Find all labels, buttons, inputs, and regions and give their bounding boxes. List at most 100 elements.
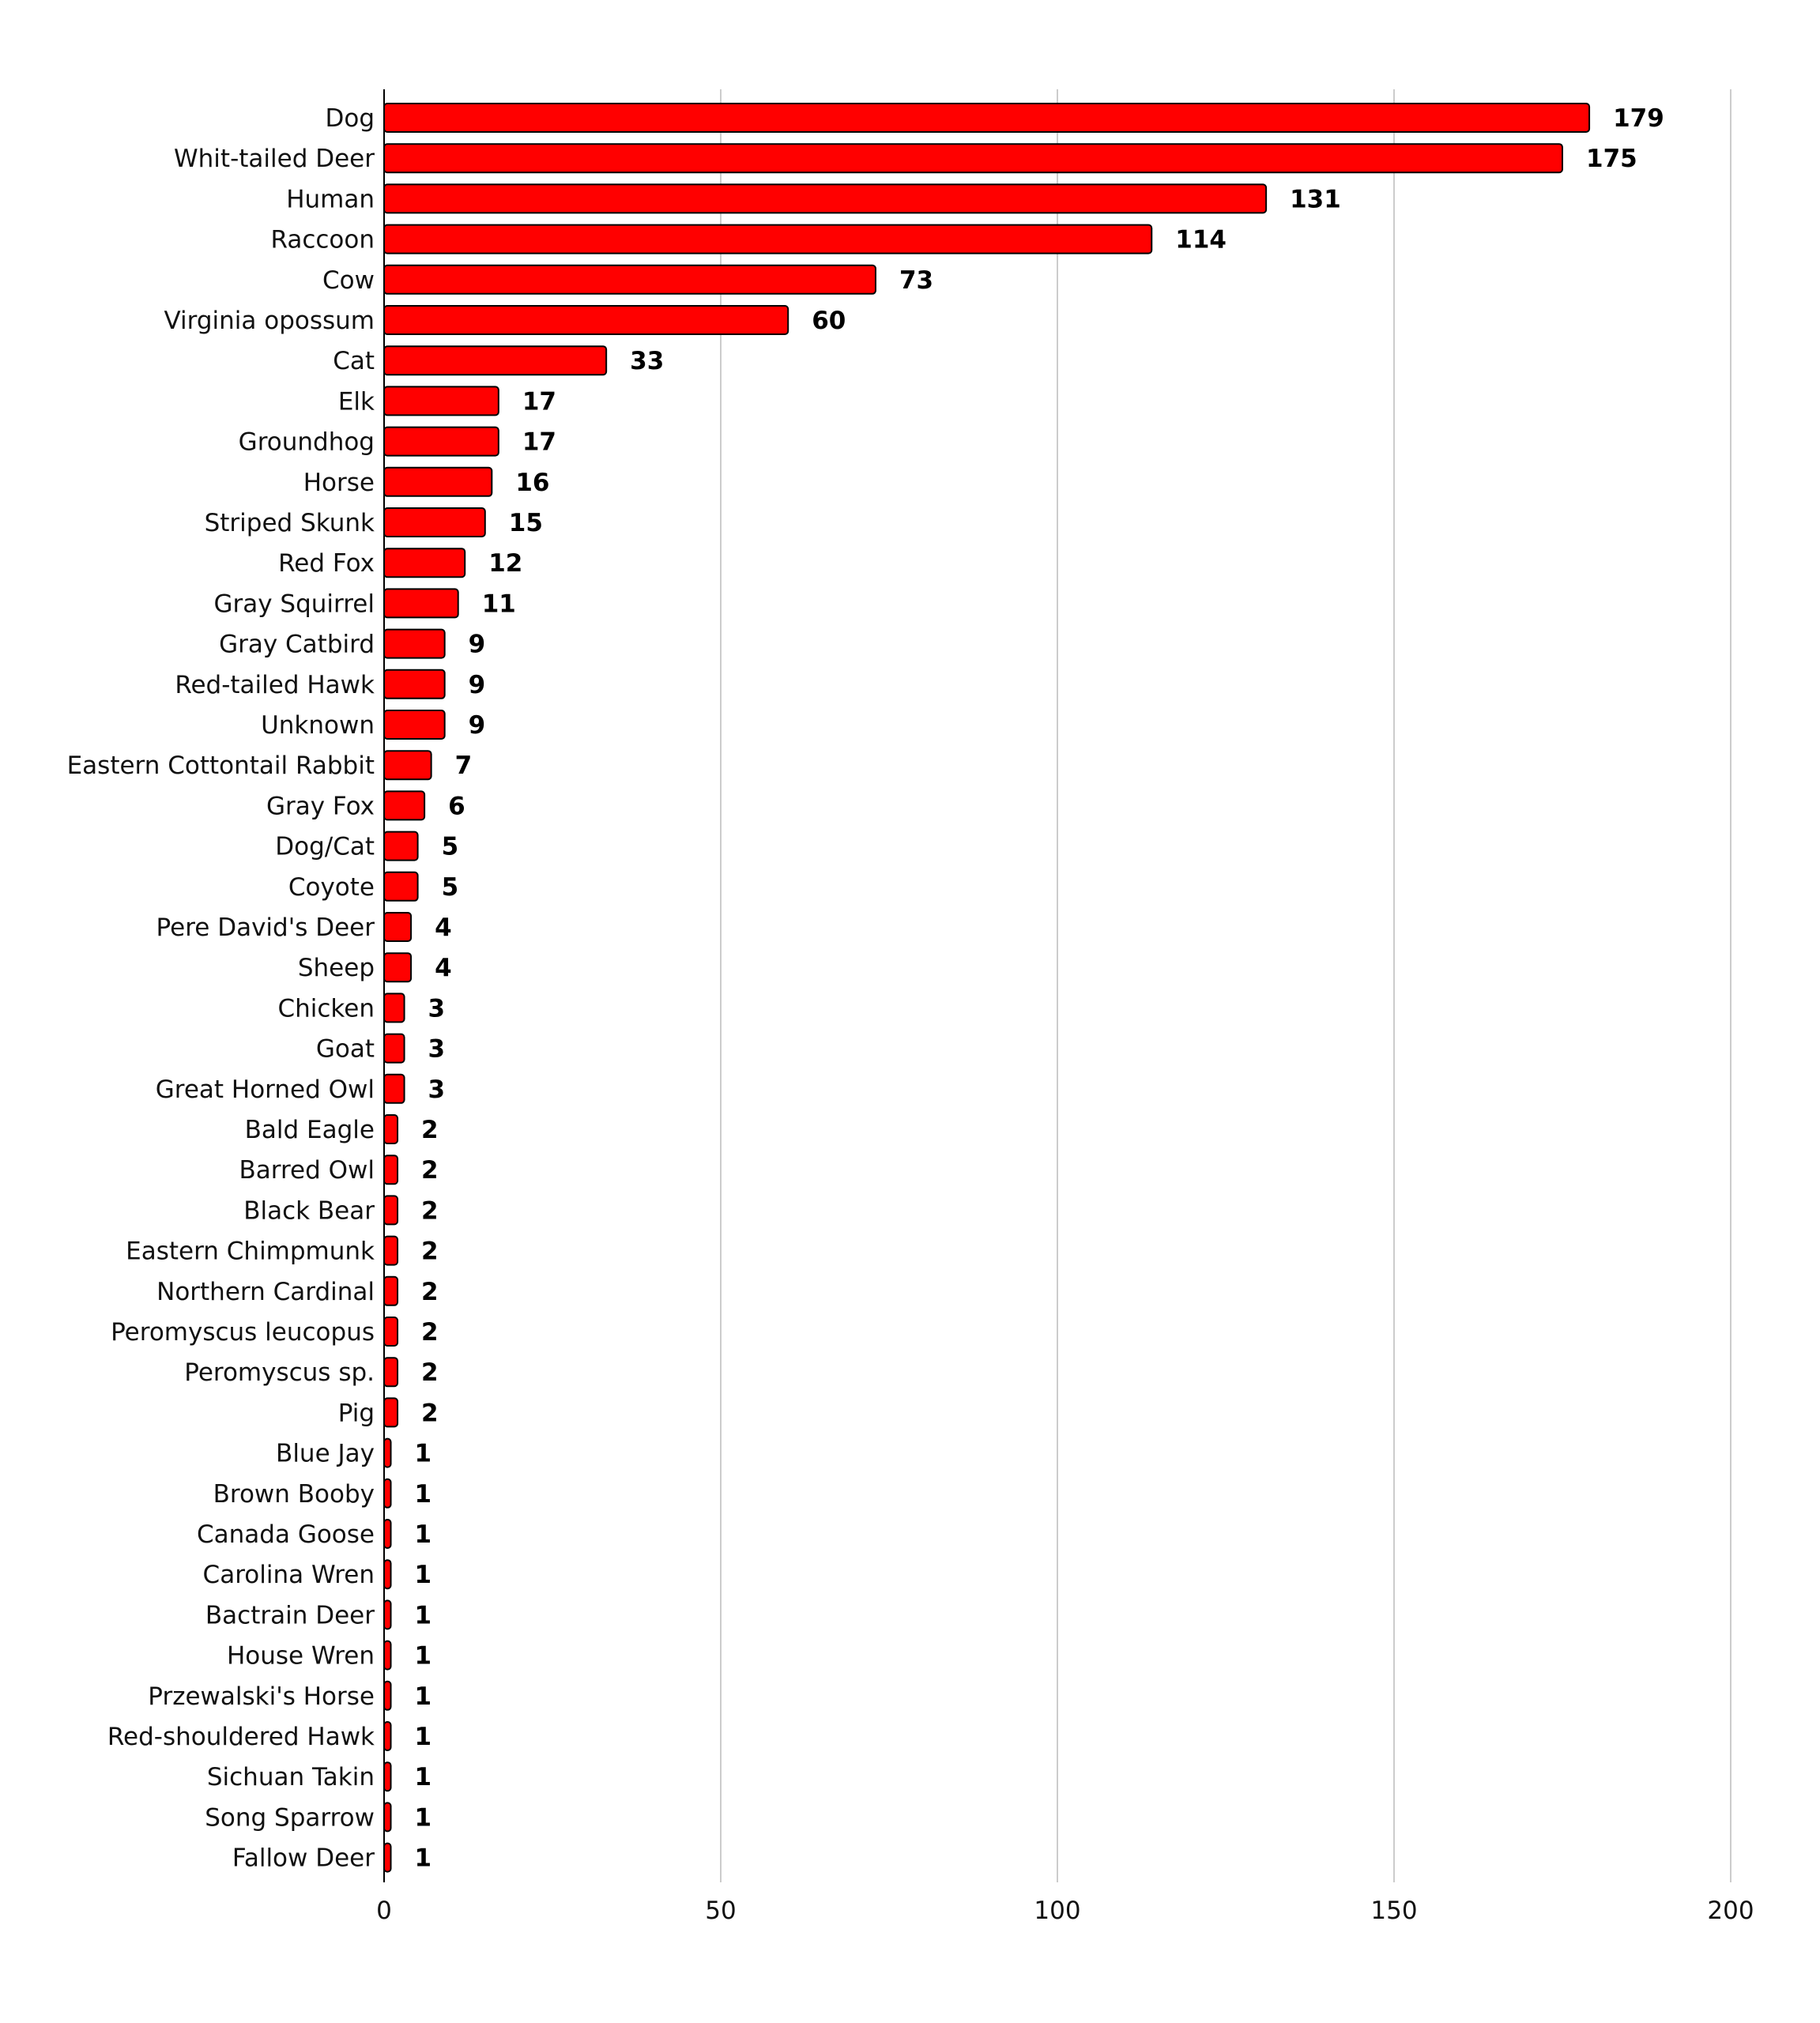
data-label: 17 xyxy=(522,428,556,457)
bar xyxy=(383,1519,392,1549)
bar xyxy=(383,1640,392,1671)
data-label: 2 xyxy=(421,1238,439,1266)
data-label: 2 xyxy=(421,1156,439,1185)
bar xyxy=(383,1761,392,1792)
x-tick-label: 200 xyxy=(1707,1897,1754,1925)
category-label: Black Bear xyxy=(243,1196,375,1225)
category-label: Groundhog xyxy=(239,428,375,457)
data-label: 12 xyxy=(488,549,522,578)
x-tick-label: 50 xyxy=(705,1897,736,1925)
data-label: 16 xyxy=(515,469,549,497)
category-label: Raccoon xyxy=(270,226,375,254)
category-label: Sichuan Takin xyxy=(207,1763,375,1791)
data-label: 33 xyxy=(630,347,664,375)
category-label: Eastern Chimpmunk xyxy=(126,1238,375,1266)
category-label: Coyote xyxy=(288,873,375,902)
category-label: Gray Catbird xyxy=(219,631,375,659)
bar xyxy=(383,628,446,659)
data-label: 1 xyxy=(415,1440,432,1468)
data-label: 11 xyxy=(482,590,516,618)
data-label: 9 xyxy=(469,671,486,699)
category-label: Red-shouldered Hawk xyxy=(107,1723,375,1751)
category-label: Virginia opossum xyxy=(164,307,375,335)
data-label: 5 xyxy=(442,873,459,902)
bar xyxy=(383,1599,392,1630)
data-label: 2 xyxy=(421,1196,439,1225)
category-label: Gray Fox xyxy=(266,792,375,820)
bar xyxy=(383,1437,392,1468)
grid-layer xyxy=(720,89,1731,1882)
bar xyxy=(383,103,1591,133)
bar xyxy=(383,669,446,699)
category-label: Goat xyxy=(316,1035,375,1064)
bar xyxy=(383,1559,392,1590)
bar xyxy=(383,1235,399,1266)
data-label: 179 xyxy=(1613,104,1664,133)
category-label: Red Fox xyxy=(278,549,375,578)
bar xyxy=(383,871,419,902)
data-label: 9 xyxy=(469,711,486,740)
data-label: 1 xyxy=(415,1803,432,1832)
category-label: Fallow Deer xyxy=(232,1844,375,1873)
bar xyxy=(383,1397,399,1428)
bar xyxy=(383,345,608,376)
data-label: 1 xyxy=(415,1601,432,1629)
category-label: Gray Squirrel xyxy=(213,590,375,618)
category-label: Blue Jay xyxy=(276,1440,375,1468)
data-label: 5 xyxy=(442,833,459,861)
data-label: 3 xyxy=(428,994,446,1023)
bar xyxy=(383,1114,399,1144)
data-label: 1 xyxy=(415,1723,432,1751)
data-label: 7 xyxy=(455,752,473,780)
bar xyxy=(383,1721,392,1751)
bar xyxy=(383,1275,399,1306)
bar xyxy=(383,1033,405,1064)
x-tick-label: 0 xyxy=(376,1897,392,1925)
category-label: Cat xyxy=(333,347,375,375)
category-label: Song Sparrow xyxy=(205,1803,375,1832)
data-label: 2 xyxy=(421,1116,439,1144)
bar xyxy=(383,750,432,781)
bar xyxy=(383,912,413,942)
data-label: 1 xyxy=(415,1763,432,1791)
data-label: 131 xyxy=(1290,185,1341,213)
category-label: Unknown xyxy=(261,711,375,740)
data-label: 1 xyxy=(415,1642,432,1671)
bar xyxy=(383,1680,392,1711)
bar xyxy=(383,507,486,537)
bar xyxy=(383,588,459,619)
category-label: Bactrain Deer xyxy=(205,1601,375,1629)
data-label: 175 xyxy=(1586,145,1637,173)
bar xyxy=(383,264,876,295)
category-label: Barred Owl xyxy=(239,1156,375,1185)
category-label: House Wren xyxy=(227,1642,375,1671)
data-label: 17 xyxy=(522,387,556,416)
bar xyxy=(383,790,426,821)
bar xyxy=(383,1802,392,1833)
bar xyxy=(383,183,1268,214)
bar-layer xyxy=(383,103,1591,1873)
bar xyxy=(383,1317,399,1347)
category-label: Northern Cardinal xyxy=(156,1278,375,1306)
category-label: Elk xyxy=(338,387,375,416)
bar xyxy=(383,952,413,983)
bar xyxy=(383,305,789,335)
data-label: 1 xyxy=(415,1520,432,1549)
bar xyxy=(383,466,493,497)
category-label: Dog/Cat xyxy=(275,833,375,861)
data-label: 1 xyxy=(415,1682,432,1711)
data-label: 60 xyxy=(812,307,846,335)
category-label: Whit-tailed Deer xyxy=(174,145,375,173)
data-label: 2 xyxy=(421,1278,439,1306)
category-label: Red-tailed Hawk xyxy=(175,671,375,699)
data-label: 1 xyxy=(415,1561,432,1589)
x-tick-label: 150 xyxy=(1370,1897,1417,1925)
category-label: Eastern Cottontail Rabbit xyxy=(67,752,375,780)
bar xyxy=(383,143,1563,174)
bar xyxy=(383,1357,399,1388)
category-label: Cow xyxy=(322,266,375,295)
category-label: Dog xyxy=(325,104,375,133)
axis-layer: 0 50 100 150 200 xyxy=(376,89,1754,1925)
